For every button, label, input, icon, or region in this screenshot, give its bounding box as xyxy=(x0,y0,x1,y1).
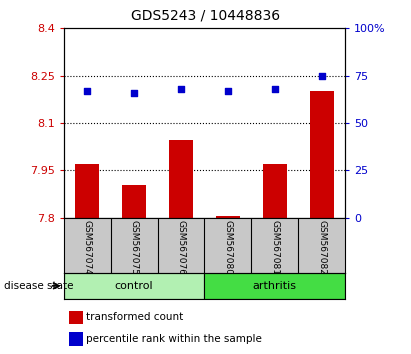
Text: transformed count: transformed count xyxy=(86,313,183,322)
Bar xyxy=(310,91,333,218)
Bar xyxy=(169,141,193,218)
Bar xyxy=(205,273,345,299)
Text: GSM567076: GSM567076 xyxy=(176,221,185,275)
Text: GDS5243 / 10448836: GDS5243 / 10448836 xyxy=(131,9,280,23)
Text: GSM567074: GSM567074 xyxy=(83,221,92,275)
Text: GSM567075: GSM567075 xyxy=(129,221,139,275)
Text: disease state: disease state xyxy=(4,281,74,291)
Point xyxy=(178,86,184,92)
Point xyxy=(319,73,325,79)
Text: GSM567080: GSM567080 xyxy=(224,221,233,275)
Point xyxy=(84,88,90,94)
Text: control: control xyxy=(115,281,153,291)
Bar xyxy=(69,332,83,346)
Bar xyxy=(69,311,83,324)
Text: arthritis: arthritis xyxy=(253,281,297,291)
Point xyxy=(272,86,278,92)
Text: GSM567082: GSM567082 xyxy=(317,221,326,275)
Point xyxy=(225,88,231,94)
Bar xyxy=(64,273,205,299)
Text: percentile rank within the sample: percentile rank within the sample xyxy=(86,334,262,344)
Bar xyxy=(122,184,146,218)
Text: GSM567081: GSM567081 xyxy=(270,221,279,275)
Bar xyxy=(216,216,240,218)
Bar xyxy=(76,164,99,218)
Point xyxy=(131,90,137,96)
Bar xyxy=(263,164,286,218)
